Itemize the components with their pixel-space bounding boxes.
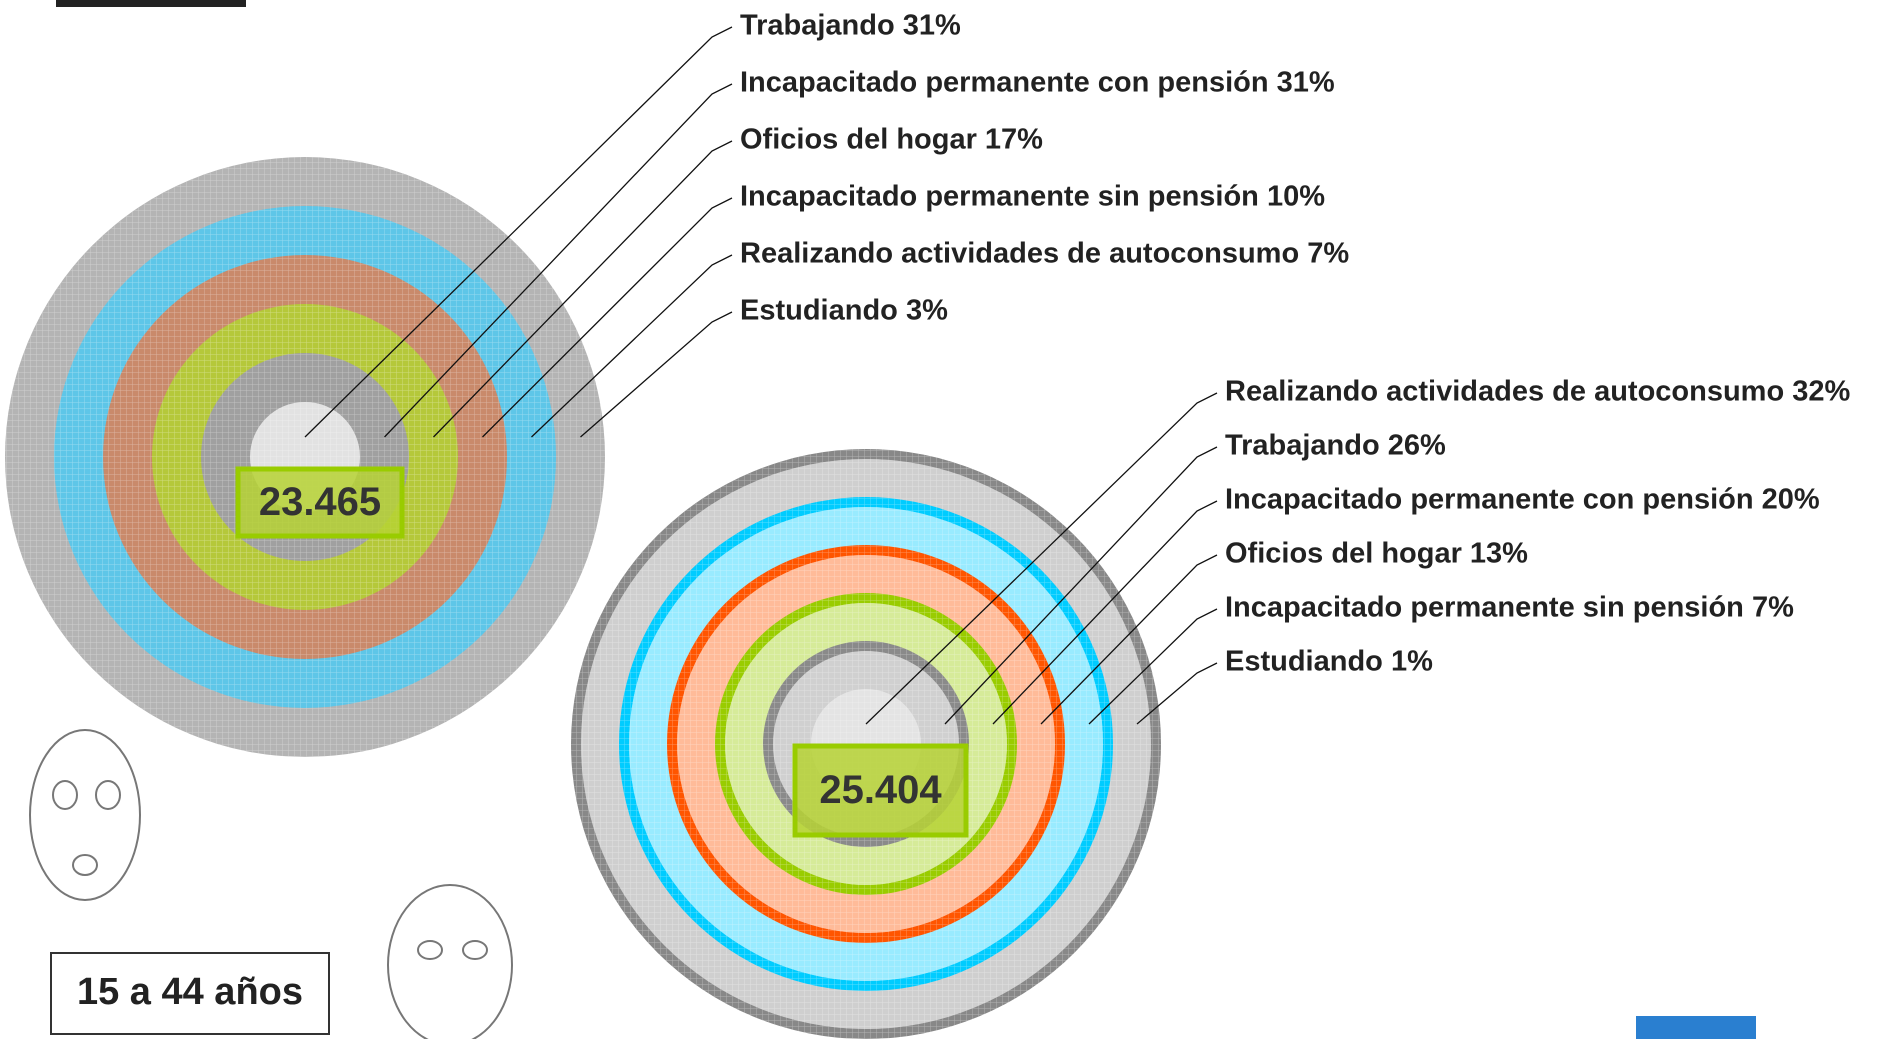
leader-line xyxy=(384,83,733,438)
leader-line xyxy=(1136,662,1218,725)
ring-label: Trabajando 26% xyxy=(1225,430,1446,462)
age-box xyxy=(50,952,330,1035)
ring-label: Oficios del hogar 13% xyxy=(1225,538,1528,570)
ring-label: Realizando actividades de autoconsumo 32… xyxy=(1225,376,1850,408)
ring-label: Incapacitado permanente sin pensión 10% xyxy=(740,181,1325,213)
caricature-woman xyxy=(387,884,513,1039)
logo xyxy=(1636,1016,1756,1039)
caricature-man xyxy=(29,729,141,901)
leader-line xyxy=(944,446,1218,725)
leader-line xyxy=(580,311,733,438)
leader-line xyxy=(992,500,1218,725)
ring-label: Incapacitado permanente con pensión 31% xyxy=(740,67,1335,99)
leader-line xyxy=(304,26,733,438)
total-value: 25.404 xyxy=(819,768,942,812)
leader-line xyxy=(482,197,733,438)
leader-line xyxy=(865,392,1218,725)
image-strip xyxy=(56,0,246,7)
ring-label: Estudiando 1% xyxy=(1225,646,1433,678)
ring-label: Estudiando 3% xyxy=(740,295,948,327)
ring-label: Trabajando 31% xyxy=(740,10,961,42)
leader-line xyxy=(433,140,733,438)
total-box xyxy=(235,466,405,539)
ring-label: Realizando actividades de autoconsumo 7% xyxy=(740,238,1349,270)
age-label: 15 a 44 años xyxy=(77,971,303,1013)
charts: Trabajando 31% Incapacitado permanente co… xyxy=(5,10,1850,1039)
ring-label: Oficios del hogar 17% xyxy=(740,124,1043,156)
ring-label: Incapacitado permanente con pensión 20% xyxy=(1225,484,1820,516)
leader-line xyxy=(531,254,733,438)
leader-line xyxy=(1040,554,1218,725)
total-box xyxy=(792,743,969,838)
leader-line xyxy=(1088,608,1218,725)
total-value: 23.465 xyxy=(259,480,381,524)
ring-label: Incapacitado permanente sin pensión 7% xyxy=(1225,592,1794,624)
